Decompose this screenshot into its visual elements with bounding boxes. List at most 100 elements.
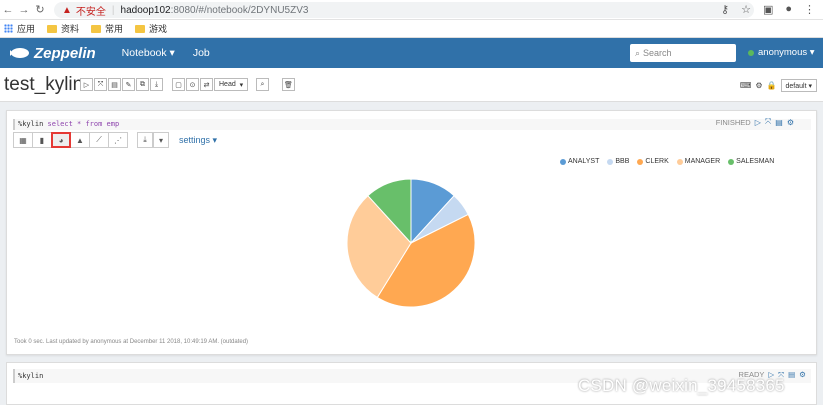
download-dropdown-icon[interactable]: ▾ <box>153 132 169 148</box>
legend-label: ANALYST <box>568 158 600 165</box>
pie-slice-manager[interactable] <box>346 194 412 299</box>
status-label: READY <box>738 370 765 379</box>
paragraph-status: READY ▷ ⤧ ▤ ⚙ <box>739 370 806 380</box>
legend-item-analyst[interactable]: ANALYST <box>560 158 599 165</box>
folder-icon <box>91 24 102 33</box>
legend-swatch <box>637 158 644 165</box>
address-bar[interactable]: ▲ 不安全 | hadoop102 :8080/#/notebook/2DYNU… <box>54 2 754 18</box>
visualization-toolbar: ▦ ▮ ◕ ▲ ⟋ ⋰ ⤓ ▾ settings ▾ <box>13 132 217 148</box>
bar-chart-icon[interactable]: ▮ <box>32 132 52 148</box>
paragraph-footnote: Took 0 sec. Last updated by anonymous at… <box>14 339 249 345</box>
paragraph-card: %kylin READY ▷ ⤧ ▤ ⚙ <box>6 362 817 405</box>
book-icon[interactable]: ▤ <box>788 370 796 379</box>
run-icon[interactable]: ▷ <box>768 370 775 379</box>
legend-item-salesman[interactable]: SALESMAN <box>728 158 774 165</box>
status-label: FINISHED <box>715 117 751 127</box>
search-input[interactable]: ⌕ Search <box>630 44 736 62</box>
version-actions: ▢ ⊙ ⇄ Head ▾ <box>172 78 249 91</box>
star-icon[interactable]: ☆ <box>741 4 751 16</box>
download-icon[interactable]: ⤓ <box>137 132 153 148</box>
menu-icon[interactable]: ⋮ <box>804 4 815 16</box>
table-view-icon[interactable]: ▦ <box>13 132 33 148</box>
user-menu[interactable]: anonymous ▾ <box>748 47 815 58</box>
forward-icon[interactable]: → <box>18 3 30 16</box>
toggle-code-icon[interactable]: ⤧ <box>94 78 107 91</box>
find-icon[interactable]: ⌕ <box>256 78 269 91</box>
search-action: ⌕ <box>256 78 269 91</box>
zeppelin-icon <box>10 48 29 58</box>
search-icon: ⌕ <box>635 47 641 58</box>
paragraph-card: %kylin select * from emp FINISHED ▷ ⤧ ▤ … <box>6 110 817 355</box>
notebook-toolbar: test_kylin ▷ ⤧ ▤ ✎ ⧉ ⤓ ▢ ⊙ ⇄ Head ▾ ⌕ 🗑 … <box>0 68 823 102</box>
legend-label: CLERK <box>645 158 669 165</box>
code-editor[interactable]: %kylin <box>13 369 811 383</box>
clone-icon[interactable]: ⧉ <box>136 78 149 91</box>
legend-item-bbb[interactable]: BBB <box>607 158 629 165</box>
export-icon[interactable]: ⤓ <box>150 78 163 91</box>
gear-icon[interactable]: ⚙ <box>786 117 794 127</box>
head-select[interactable]: Head ▾ <box>214 78 249 91</box>
settings-toggle[interactable]: settings ▾ <box>179 134 218 145</box>
area-chart-icon[interactable]: ▲ <box>70 132 90 148</box>
browser-actions: ⚷ ☆ ▣ ● ⋮ <box>721 3 815 16</box>
expand-icon[interactable]: ⤧ <box>764 117 772 126</box>
search-placeholder: Search <box>643 48 672 58</box>
legend-label: MANAGER <box>684 158 721 165</box>
code-magic: %kylin <box>18 120 44 128</box>
legend-label: BBB <box>615 158 630 165</box>
expand-icon[interactable]: ⤧ <box>778 370 785 379</box>
commit-icon[interactable]: ▢ <box>172 78 185 91</box>
url-host: hadoop102 <box>120 4 171 16</box>
legend-item-manager[interactable]: MANAGER <box>676 158 721 165</box>
app-header: Zeppelin Notebook ▾ Job ⌕ Search anonymo… <box>0 38 823 68</box>
notebook-title[interactable]: test_kylin <box>4 74 84 95</box>
delete-action: 🗑 <box>282 78 295 91</box>
pie-chart-icon[interactable]: ◕ <box>51 132 71 148</box>
clear-output-icon[interactable]: ✎ <box>122 78 135 91</box>
line-chart-icon[interactable]: ⟋ <box>89 132 109 148</box>
run-icon[interactable]: ▷ <box>754 117 761 127</box>
insecure-label: 不安全 <box>75 6 106 18</box>
folder-icon <box>47 24 58 33</box>
toggle-output-icon[interactable]: ▤ <box>108 78 121 91</box>
url-separator: | <box>111 4 115 16</box>
reload-icon[interactable]: ↻ <box>35 4 45 16</box>
bookmark-apps[interactable]: 应用 <box>4 22 35 35</box>
gear-icon[interactable]: ⚙ <box>799 370 806 379</box>
legend-swatch <box>676 158 683 165</box>
pie-slice-salesman[interactable] <box>367 178 412 245</box>
translate-icon[interactable]: ▣ <box>762 4 774 16</box>
scatter-chart-icon[interactable]: ⋰ <box>108 132 128 148</box>
key-icon[interactable]: ⚷ <box>721 4 730 16</box>
chart-legend: ANALYST BBB CLERK MANAGER SALESMAN <box>560 158 774 165</box>
gear-icon[interactable]: ⚙ <box>755 81 763 90</box>
compare-icon[interactable]: ⇄ <box>200 78 213 91</box>
lock-icon[interactable]: 🔒 <box>766 81 777 90</box>
back-icon[interactable]: ← <box>2 3 14 16</box>
bookmark-folder[interactable]: 常用 <box>91 22 123 35</box>
legend-swatch <box>607 158 614 165</box>
bookmark-folder[interactable]: 资料 <box>47 22 79 35</box>
legend-item-clerk[interactable]: CLERK <box>637 158 669 165</box>
paragraph-status: FINISHED ▷ ⤧ ▤ ⚙ <box>716 117 794 127</box>
zeppelin-logo[interactable]: Zeppelin <box>8 45 96 62</box>
profile-icon[interactable]: ● <box>785 3 792 15</box>
browser-toolbar: ← → ↻ ▲ 不安全 | hadoop102 :8080/#/notebook… <box>0 0 823 20</box>
pie-slice-clerk[interactable] <box>376 213 476 308</box>
legend-swatch <box>560 158 566 165</box>
bookmarks-bar: 应用 资料 常用 游戏 <box>0 20 823 38</box>
nav-notebook[interactable]: Notebook ▾ <box>121 47 175 59</box>
trash-icon[interactable]: 🗑 <box>282 78 295 91</box>
book-icon[interactable]: ▤ <box>775 117 783 127</box>
bookmark-folder[interactable]: 游戏 <box>135 22 167 35</box>
interpreter-select[interactable]: default ▾ <box>780 79 817 92</box>
notebook-actions: ▷ ⤧ ▤ ✎ ⧉ ⤓ <box>80 78 163 91</box>
main-nav: Notebook ▾ Job <box>122 47 210 59</box>
code-editor[interactable]: %kylin select * from emp <box>13 119 811 130</box>
version-icon[interactable]: ⊙ <box>186 78 199 91</box>
nav-job[interactable]: Job <box>192 47 210 59</box>
notebook-settings: ⌨ ⚙ 🔒 default ▾ <box>740 79 817 92</box>
url-path: :8080/#/notebook/2DYNU5ZV3 <box>170 4 309 16</box>
keyboard-icon[interactable]: ⌨ <box>739 81 752 90</box>
run-all-icon[interactable]: ▷ <box>80 78 93 91</box>
